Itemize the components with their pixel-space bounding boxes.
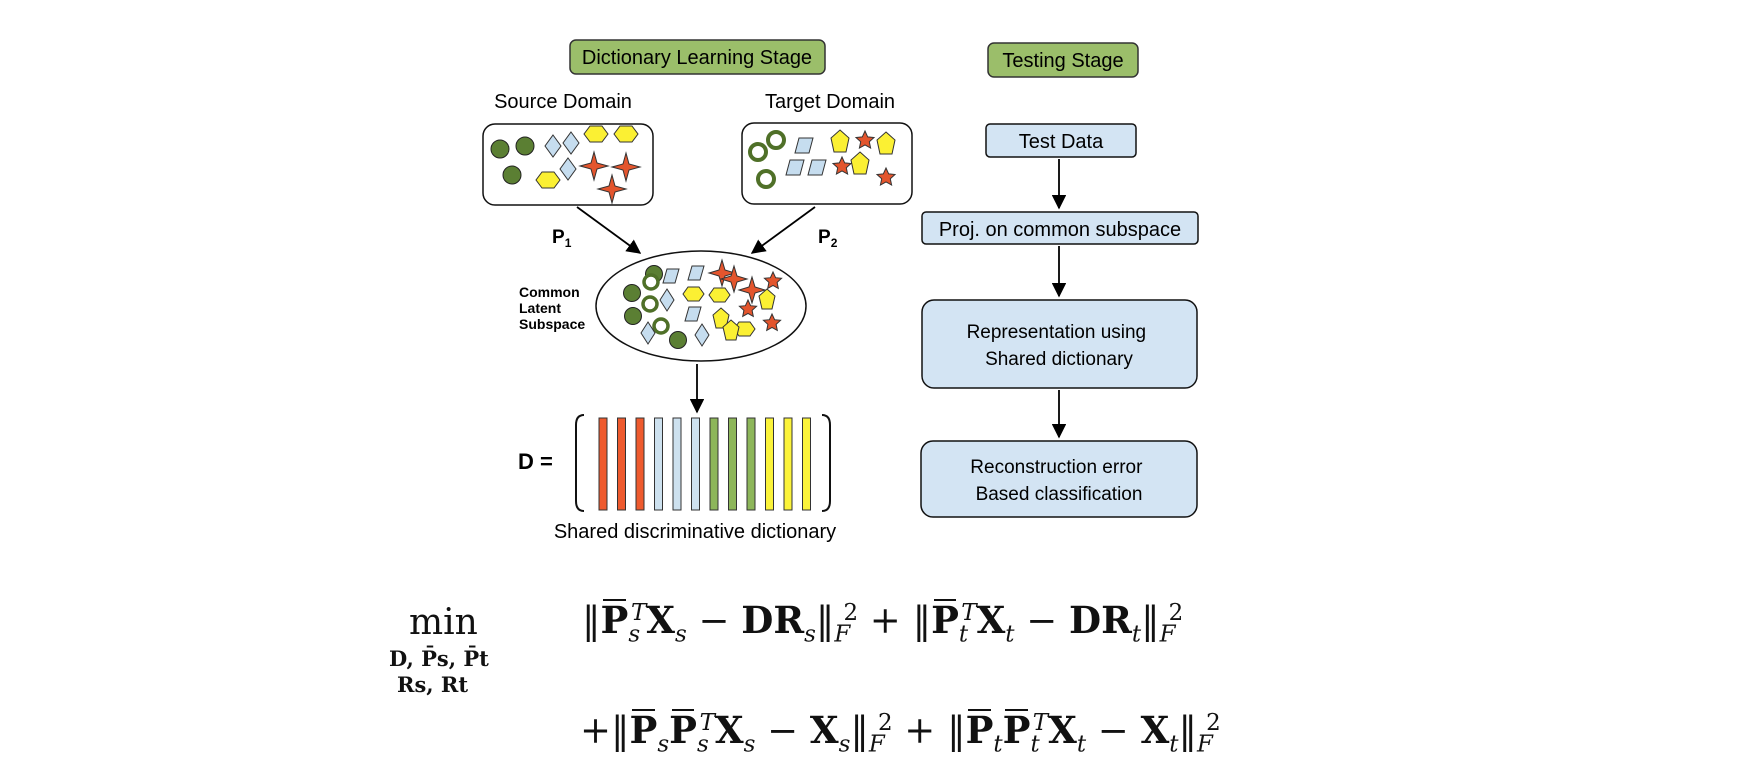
source-domain-title: Source Domain [494,91,632,113]
green-circle-icon [502,165,522,185]
yellow-hexagon-icon [682,286,705,302]
red-sparkle-icon [707,258,737,288]
blue-parallelogram-icon [662,268,680,284]
dictionary-atom [709,417,719,511]
classification-label: Reconstruction error Based classificatio… [970,457,1147,505]
red-star-icon [763,270,783,290]
min-subscript-line2: Rs, Rt [397,672,469,697]
projection-box: Proj. on common subspace [921,211,1199,245]
yellow-pentagon-icon [758,288,776,310]
blue-parallelogram-icon [687,265,705,281]
green-circle-icon [669,331,687,349]
source-domain-box [482,123,654,206]
p2-label: P2 [818,227,838,250]
yellow-hexagon-icon [613,125,639,143]
testing-stage-badge: Testing Stage [987,42,1139,78]
dictionary-atom [746,417,756,511]
blue-parallelogram-icon [807,159,827,176]
representation-box: Representation using Shared dictionary [921,299,1198,389]
target-domain-box [741,122,913,205]
green-circle-icon [623,284,641,302]
red-star-icon [854,129,876,149]
dictionary-atom [654,417,663,511]
red-sparkle-icon [737,275,767,305]
dictionary-atom [802,417,811,511]
dictionary-caption: Shared discriminative dictionary [554,521,836,543]
yellow-hexagon-icon [583,125,609,143]
blue-diamond-icon [559,157,577,181]
blue-diamond-icon [562,131,580,155]
yellow-pentagon-icon [876,131,896,155]
green-ring-icon [756,169,776,189]
red-sparkle-icon [610,151,642,183]
classification-box: Reconstruction error Based classificatio… [920,440,1198,518]
green-ring-icon [642,273,660,291]
yellow-hexagon-icon [708,287,731,303]
blue-parallelogram-icon [794,137,814,154]
objective-line1: ‖PsTXs − DRs‖F2 + ‖PtTXt − DRt‖F2 [582,598,1184,648]
dictionary-atom [765,417,774,511]
yellow-pentagon-icon [722,319,740,341]
blue-diamond-icon [544,134,562,158]
dictionary-right-bracket [821,414,831,512]
red-sparkle-icon [719,264,749,294]
yellow-pentagon-icon [712,307,730,329]
red-sparkle-icon [596,173,628,205]
blue-diamond-icon [694,323,710,347]
testing-stage-label: Testing Stage [1002,50,1123,72]
blue-parallelogram-icon [684,306,702,322]
dictionary-left-bracket [575,414,585,512]
green-circle-icon [624,307,642,325]
yellow-pentagon-icon [850,151,870,175]
test-data-label: Test Data [1019,131,1104,153]
blue-diamond-icon [659,288,675,312]
target-domain-title: Target Domain [765,91,895,113]
red-star-icon [875,166,897,186]
yellow-pentagon-icon [830,129,850,153]
dictionary-atom [635,417,645,511]
dictionary-atoms [598,417,811,511]
green-ring-icon [641,295,659,313]
dictionary-atom [783,417,793,511]
green-circle-icon [515,136,535,156]
p1-arrow [576,206,642,254]
dictionary-atom [691,417,700,511]
red-star-icon [831,155,853,175]
blue-parallelogram-icon [785,159,805,176]
common-subspace-ellipse [595,250,807,362]
yellow-hexagon-icon [535,171,561,189]
dictionary-atom [672,417,682,511]
dictionary-d-label: D = [518,449,553,474]
p2-arrow [750,206,816,254]
objective-line2: +‖PsPsTXs − Xs‖F2 + ‖PtPtTXt − Xt‖F2 [580,708,1221,758]
green-ring-icon [748,142,768,162]
learning-stage-badge: Dictionary Learning Stage [569,39,826,75]
dictionary-atom [598,417,608,511]
red-star-icon [738,298,758,318]
min-operator: min [409,602,478,643]
p1-label: P1 [552,227,572,250]
red-star-icon [762,312,782,332]
subspace-label: Common Latent Subspace [519,284,585,332]
test-data-box: Test Data [985,123,1137,158]
dictionary-atom [617,417,626,511]
learning-stage-label: Dictionary Learning Stage [582,47,812,69]
blue-diamond-icon [640,321,656,345]
green-circle-icon [490,139,510,159]
red-sparkle-icon [578,150,610,182]
representation-label: Representation using Shared dictionary [967,322,1152,370]
green-ring-icon [766,130,786,150]
projection-label: Proj. on common subspace [939,219,1181,241]
dictionary-atom [728,417,737,511]
min-subscript-line1: D, P̄s, P̄t [389,646,489,671]
green-ring-icon [652,317,670,335]
